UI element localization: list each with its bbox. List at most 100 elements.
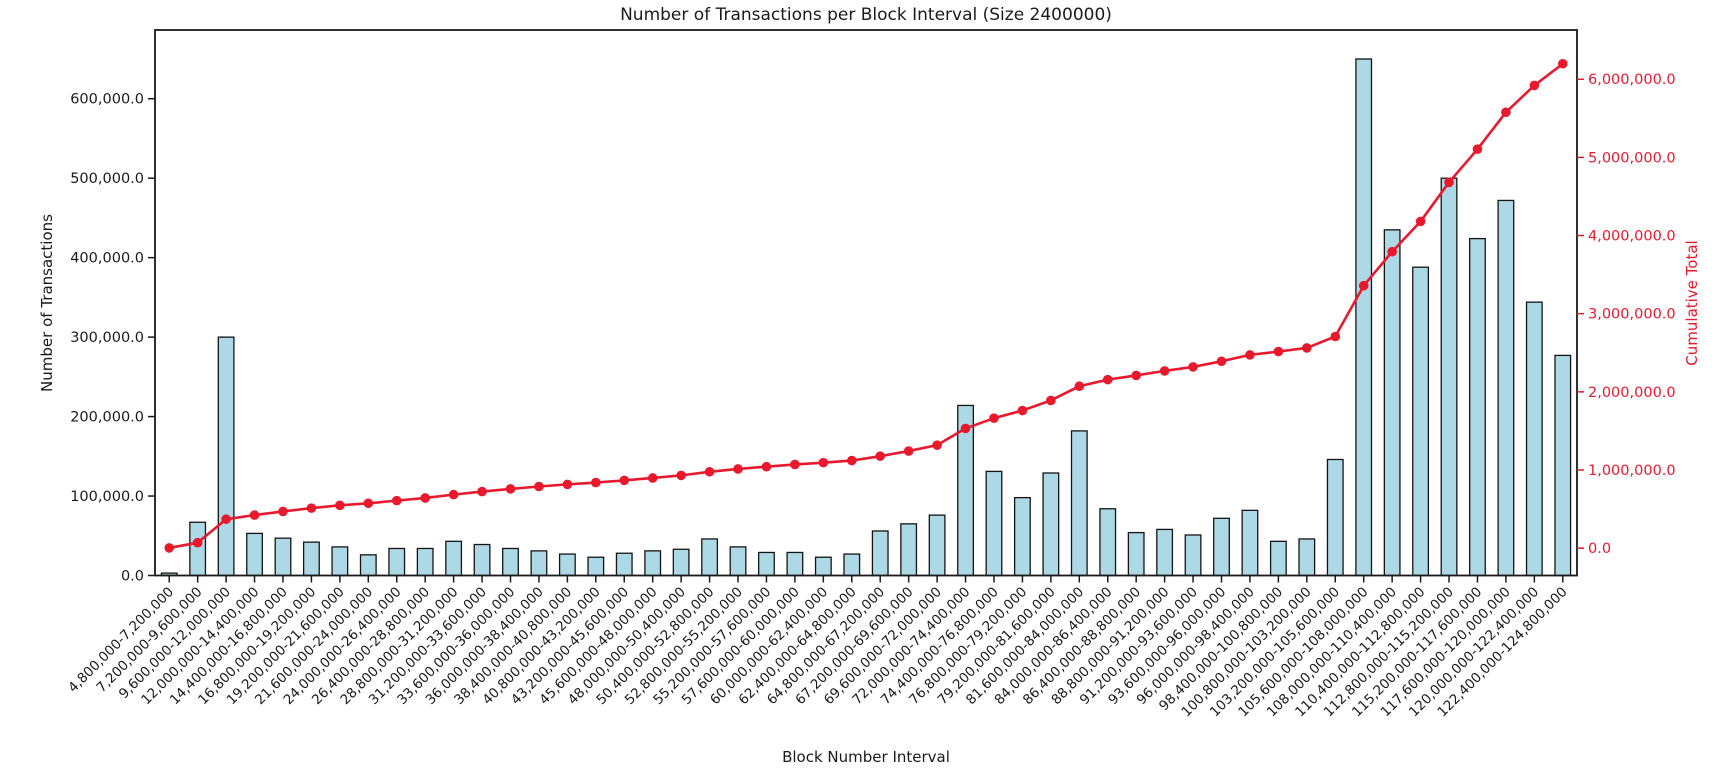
bar [246,532,263,577]
bar [1554,354,1572,577]
line-point [1472,144,1483,154]
bar [729,546,747,577]
bar [1127,531,1145,577]
line-point [932,440,942,450]
bar [473,543,491,577]
y-axis-label-left: Number of Transactions [38,214,56,392]
line-point [363,498,374,509]
y-right-tick-label: 0.0 [1588,541,1611,557]
line-point [704,466,715,477]
line-point [875,451,886,461]
line-point [1102,374,1113,385]
line-point [391,495,402,506]
bar [1184,534,1202,577]
line-point [335,500,345,511]
line-point [534,481,544,492]
bar [1241,509,1259,577]
bar [1440,177,1458,577]
bar [758,551,775,577]
y-left-tick-label: 0.0 [121,569,144,585]
bar [558,553,576,577]
line-point [1131,370,1141,381]
line-point [1216,356,1227,367]
line-point [477,486,487,497]
bar [1099,508,1117,577]
line-point [1188,362,1198,372]
bar [1156,528,1174,577]
line-point [1046,395,1056,406]
line-point [1415,216,1426,227]
line-point [733,464,743,474]
line-point [164,543,175,553]
bar [388,547,406,577]
bar [900,523,918,577]
line-point [619,475,630,486]
bar [1070,430,1088,577]
line-point [818,457,829,468]
y-right-tick-label: 5,000,000.0 [1588,150,1676,166]
line-point [1017,405,1028,416]
bar [786,551,804,577]
bar [189,521,207,577]
bar [1469,237,1486,577]
bar [1383,229,1401,577]
line-point [676,470,686,481]
line-point [1529,80,1540,91]
y-right-tick-label: 1,000,000.0 [1588,463,1676,479]
line-point [1387,246,1397,257]
axes-group: 0.0 100,000.0 200,000.0 300,000.0 400,000.0 5… [65,29,1676,720]
line-point [761,461,772,472]
line-point [1074,381,1085,392]
bar [1497,199,1515,577]
bar [1013,496,1031,577]
bar [1213,517,1230,577]
line-point [278,506,288,517]
line-point [1273,346,1284,357]
bar [1355,58,1373,577]
bar [1412,266,1430,577]
y-right-tick-label: 4,000,000.0 [1588,229,1676,245]
cumulative-line [168,62,1564,550]
chart-title: Number of Transactions per Block Interva… [620,5,1112,25]
bar [644,550,662,577]
bar [1525,301,1543,577]
bar [217,336,235,577]
y-left-tick-label: 500,000.0 [70,171,144,187]
line-point [448,489,459,500]
bar [416,547,434,577]
bar [672,548,690,577]
line-point [1245,350,1255,360]
bar [615,552,633,577]
cumulative-line-group [164,58,1568,553]
bar [985,470,1003,577]
y-right-tick-label: 6,000,000.0 [1588,72,1676,88]
y-left-tick-label: 100,000.0 [70,489,144,505]
bar [302,541,320,577]
bar [928,514,946,577]
bar [1042,472,1060,577]
line-point [221,514,231,525]
line-point [192,537,203,548]
y-left-tick-label: 200,000.0 [70,410,144,426]
bar [331,546,349,577]
bar [530,550,548,577]
bar [871,530,889,577]
line-point [420,493,430,503]
line-point [591,477,601,488]
bar [843,553,861,577]
line-point [846,455,857,466]
y-right-tick-label: 3,000,000.0 [1588,307,1676,323]
line-point [903,446,914,456]
y-axis-label-right: Cumulative Total [1683,240,1701,365]
x-axis-label: Block Number Interval [782,748,950,766]
bar [1298,538,1316,577]
line-point [1501,107,1511,118]
line-point [1358,280,1369,291]
plot-border [154,29,1578,577]
line-point [249,510,260,520]
y-right-tick-label: 2,000,000.0 [1588,385,1676,401]
bar [1269,540,1287,577]
bar [502,547,519,577]
